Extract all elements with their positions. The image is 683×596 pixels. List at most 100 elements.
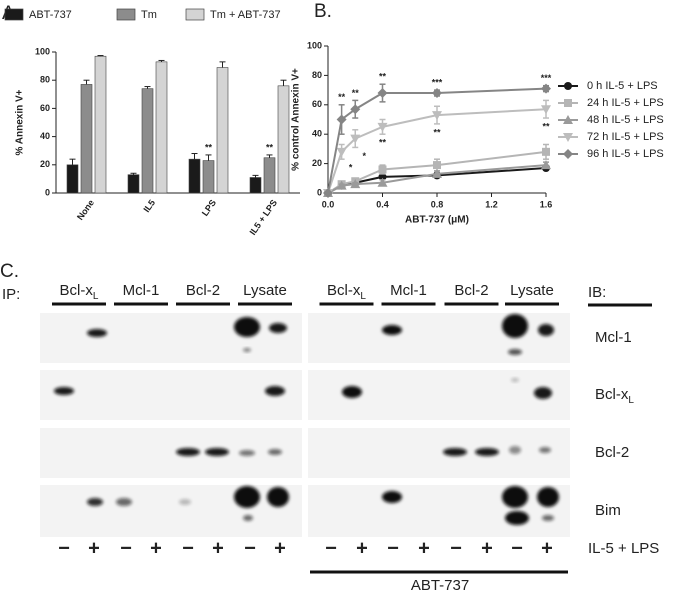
ib-row-label: Mcl-1 xyxy=(595,329,632,346)
ip-group: Bcl-xL xyxy=(327,282,366,302)
y-axis-label: % control Annexin V+ xyxy=(291,68,302,171)
ip-group-main: Bcl-2 xyxy=(186,282,220,299)
blot-band xyxy=(87,329,107,337)
lane-sign: + xyxy=(88,537,100,559)
marker xyxy=(377,177,388,187)
blot-strip xyxy=(308,485,570,537)
bar xyxy=(216,67,229,194)
y-tick-label: 80 xyxy=(40,75,50,85)
legend-swatch xyxy=(4,8,24,21)
ib-row-label-main: Bcl-2 xyxy=(595,444,629,461)
blot-band xyxy=(269,323,287,333)
series-line xyxy=(327,87,547,194)
ib-row-label: Bim xyxy=(595,502,621,519)
y-tick-label: 60 xyxy=(40,103,50,113)
blot-band xyxy=(268,449,282,455)
ip-group: Bcl-2 xyxy=(454,282,488,299)
lane-sign: + xyxy=(541,537,553,559)
marker xyxy=(432,88,442,99)
x-tick-label: IL5 xyxy=(141,198,157,214)
significance: ** xyxy=(379,138,387,148)
ip-group: Bcl-xL xyxy=(60,282,99,302)
marker xyxy=(432,111,442,121)
blot-strip xyxy=(308,428,570,478)
blot-strip xyxy=(308,313,570,363)
blot-band xyxy=(205,448,229,456)
bar xyxy=(94,55,107,194)
ip-group: Lysate xyxy=(510,282,554,299)
y-tick-label: 100 xyxy=(35,46,50,56)
ib-row-label-sub: L xyxy=(628,395,634,406)
blot-band xyxy=(505,511,529,525)
lane-sign: + xyxy=(212,537,224,559)
marker xyxy=(350,134,361,144)
lane-sign: − xyxy=(325,537,337,559)
ip-group: Bcl-2 xyxy=(186,282,220,299)
blot-band xyxy=(511,378,519,382)
x-axis-label: ABT-737 (μM) xyxy=(405,215,469,226)
blot-strip xyxy=(40,485,302,537)
legend-label: 24 h IL-5 + LPS xyxy=(587,97,664,109)
lane-sign: − xyxy=(58,537,70,559)
significance: ** xyxy=(379,72,387,82)
blot-band xyxy=(475,448,499,456)
lane-sign: − xyxy=(450,537,462,559)
y-tick-label: 0 xyxy=(317,187,322,197)
y-tick-label: 0 xyxy=(45,187,50,197)
marker xyxy=(350,179,361,189)
significance: ** xyxy=(352,88,360,98)
significance: ** xyxy=(205,142,213,152)
bar xyxy=(127,174,140,194)
lane-sign: + xyxy=(356,537,368,559)
ip-group-main: Bcl-2 xyxy=(454,282,488,299)
blot-band xyxy=(265,386,285,396)
blot-band xyxy=(54,387,74,395)
bar xyxy=(188,158,201,194)
ib-row-label-main: Mcl-1 xyxy=(595,329,632,346)
y-axis-label: % Annexin V+ xyxy=(15,89,26,155)
blot-band xyxy=(382,491,402,503)
marker xyxy=(541,83,551,94)
lane-sign: − xyxy=(120,537,132,559)
legend-label: 0 h IL-5 + LPS xyxy=(587,80,658,92)
ib-row-label: Bcl-xL xyxy=(595,386,634,406)
blot-strip xyxy=(40,428,302,478)
significance: *** xyxy=(432,77,443,87)
significance: ** xyxy=(266,142,274,152)
blot-band xyxy=(267,487,289,507)
ip-group-sub: L xyxy=(360,291,366,302)
legend-label: Tm xyxy=(141,9,157,21)
bar xyxy=(277,85,290,194)
ip-group-sub: L xyxy=(93,291,99,302)
blot-band xyxy=(539,447,551,453)
marker xyxy=(336,180,347,190)
ib-row-label-main: Bim xyxy=(595,502,621,519)
bar xyxy=(141,88,154,194)
blot-band xyxy=(342,386,362,398)
ip-group-main: Lysate xyxy=(510,282,554,299)
legend-swatch xyxy=(185,8,205,21)
x-tick-label: LPS xyxy=(200,198,218,218)
marker xyxy=(377,122,388,132)
marker xyxy=(433,161,441,170)
x-tick-label: None xyxy=(75,198,96,222)
blot-strip xyxy=(40,313,302,363)
x-tick-label: 0.8 xyxy=(431,199,444,209)
blot-band xyxy=(176,448,200,456)
blot-band xyxy=(502,486,528,508)
drug-label: ABT-737 xyxy=(411,577,469,594)
blot-band xyxy=(534,387,552,399)
ip-group-main: Bcl-x xyxy=(327,282,361,299)
bar xyxy=(66,164,79,194)
significance: *** xyxy=(541,73,552,83)
blot-band xyxy=(502,314,528,338)
marker xyxy=(564,82,572,90)
ip-group: Mcl-1 xyxy=(123,282,160,299)
marker xyxy=(336,114,347,125)
legend-label: Tm + ABT-737 xyxy=(210,9,281,21)
panel-label: C. xyxy=(0,261,19,282)
marker xyxy=(378,172,387,181)
lane-sign: + xyxy=(150,537,162,559)
x-tick-label: 1.2 xyxy=(485,199,498,209)
